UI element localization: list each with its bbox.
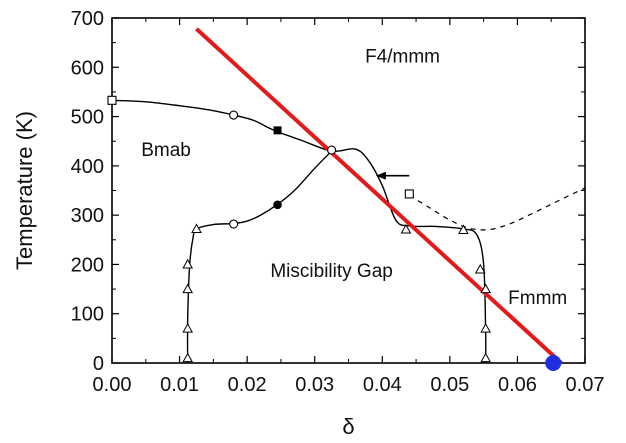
square-open-marker xyxy=(107,95,117,105)
triangle-open-marker xyxy=(191,223,202,234)
circle-open-marker xyxy=(229,110,239,120)
y-tick-label: 700 xyxy=(71,8,104,30)
plot-frame xyxy=(111,17,586,364)
y-tick-label: 100 xyxy=(71,304,104,326)
dashed-boundary-curve xyxy=(408,187,585,231)
region-label: F4/mmm xyxy=(365,46,440,67)
triangle-open-marker xyxy=(458,224,469,235)
y-tick-label: 400 xyxy=(71,156,104,178)
x-tick-label: 0.05 xyxy=(430,374,469,396)
x-tick-label: 0.03 xyxy=(295,374,334,396)
triangle-open-marker xyxy=(480,283,492,294)
square-open-marker xyxy=(404,189,414,199)
x-tick-label: 0.06 xyxy=(498,374,537,396)
triangle-open-marker xyxy=(480,322,492,333)
square-filled-marker xyxy=(273,126,282,135)
y-tick-label: 600 xyxy=(71,57,104,79)
x-tick-label: 0.02 xyxy=(228,374,267,396)
blue-point-marker xyxy=(545,355,562,371)
y-tick-label: 500 xyxy=(71,107,104,129)
triangle-open-marker xyxy=(182,352,194,363)
y-tick-label: 300 xyxy=(71,205,104,227)
y-tick-label: 0 xyxy=(93,353,104,375)
red-fit-line xyxy=(195,27,563,363)
x-tick-label: 0.01 xyxy=(160,374,199,396)
triangle-open-marker xyxy=(400,223,412,234)
triangle-open-marker xyxy=(480,352,492,363)
triangle-open-marker xyxy=(182,322,194,333)
y-axis-label: Temperature (K) xyxy=(12,111,37,270)
circle-open-marker xyxy=(229,219,239,229)
phase-boundary-curve xyxy=(112,99,487,363)
x-axis-label: δ xyxy=(342,414,354,439)
triangle-open-marker xyxy=(182,258,194,269)
plot-content xyxy=(112,27,585,363)
region-label: Miscibility Gap xyxy=(270,261,392,282)
x-tick-label: 0.04 xyxy=(363,374,402,396)
region-label: Fmmm xyxy=(508,288,567,309)
circle-open-marker xyxy=(327,145,337,155)
x-tick-label: 0.00 xyxy=(93,374,132,396)
triangle-open-marker xyxy=(182,283,194,294)
phase-boundary-curve xyxy=(186,150,333,363)
x-tick-label: 0.07 xyxy=(566,374,605,396)
y-tick-label: 200 xyxy=(71,254,104,276)
circle-filled-marker xyxy=(273,200,282,210)
region-label: Bmab xyxy=(141,140,191,161)
triangle-open-marker xyxy=(474,263,486,274)
